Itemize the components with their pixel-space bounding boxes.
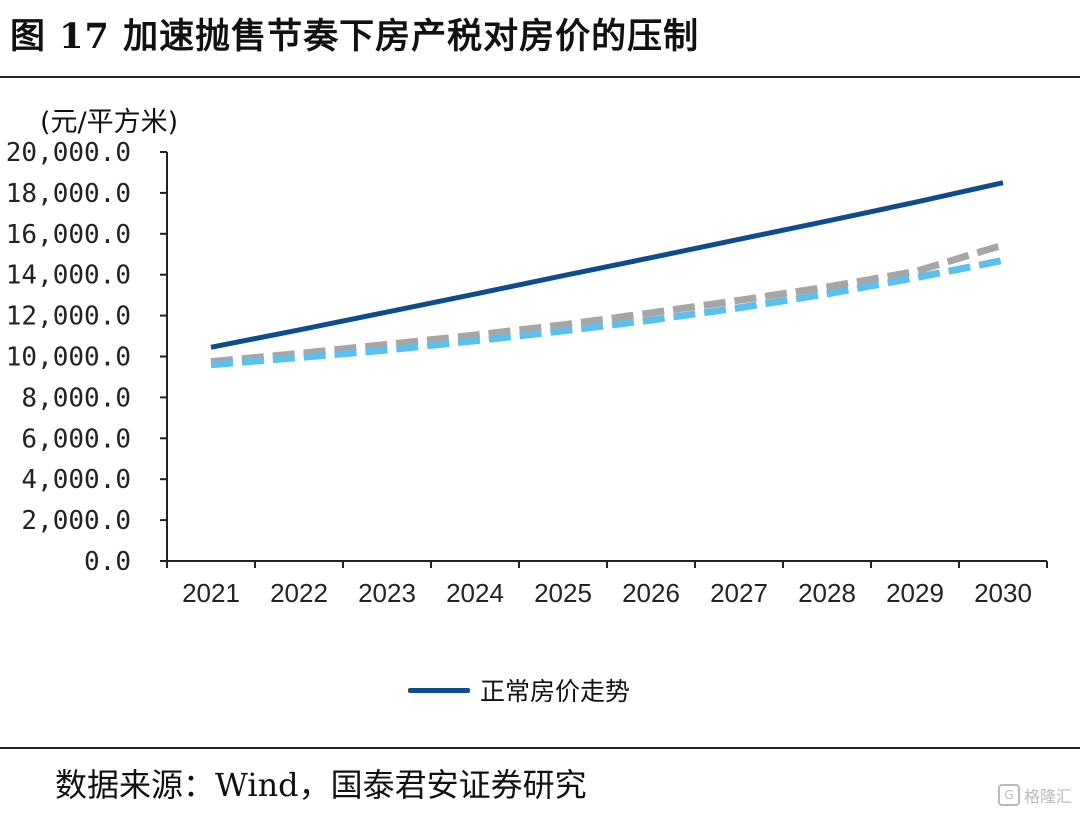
- x-tick-label: 2030: [974, 578, 1032, 608]
- series-line-normal-price: [210, 180, 1004, 350]
- y-tick-label: 16,000.0: [6, 220, 131, 250]
- x-tick-label: 2025: [534, 578, 592, 608]
- y-tick-label: 12,000.0: [6, 302, 131, 332]
- y-tick-label: 10,000.0: [6, 343, 131, 373]
- y-axis-unit-label: (元/平方米): [40, 107, 179, 138]
- x-tick-label: 2021: [182, 578, 240, 608]
- x-tick-label: 2027: [710, 578, 768, 608]
- bottom-divider: [0, 747, 1080, 749]
- top-divider: [0, 76, 1080, 78]
- y-tick-label: 14,000.0: [6, 261, 131, 291]
- y-tick-label: 18,000.0: [6, 179, 131, 209]
- series-line-blue-dashed: [210, 256, 1004, 369]
- y-tick-label: 20,000.0: [6, 138, 131, 168]
- y-tick-label: 6,000.0: [21, 424, 131, 454]
- figure-title: 图 17 加速抛售节奏下房产税对房价的压制: [10, 16, 700, 57]
- legend-swatch-normal-price: [408, 687, 470, 693]
- source-note: 数据来源：Wind，国泰君安证券研究: [55, 766, 587, 804]
- watermark: G 格隆汇: [997, 783, 1072, 807]
- y-tick-label: 4,000.0: [21, 465, 131, 495]
- y-tick-label: 8,000.0: [21, 383, 131, 413]
- series-line-gray-dashed: [210, 241, 1005, 366]
- x-tick-label: 2028: [798, 578, 856, 608]
- y-tick-label: 0.0: [84, 547, 131, 577]
- x-tick-label: 2024: [446, 578, 504, 608]
- x-tick-label: 2029: [886, 578, 944, 608]
- legend: 正常房价走势: [408, 672, 630, 708]
- watermark-text: 格隆汇: [1023, 787, 1072, 806]
- x-tick-label: 2026: [622, 578, 680, 608]
- x-tick-label: 2022: [270, 578, 328, 608]
- y-tick-label: 2,000.0: [21, 506, 131, 536]
- watermark-logo-icon: G: [997, 784, 1020, 806]
- legend-label-normal-price: 正常房价走势: [480, 677, 631, 706]
- x-tick-label: 2023: [358, 578, 416, 608]
